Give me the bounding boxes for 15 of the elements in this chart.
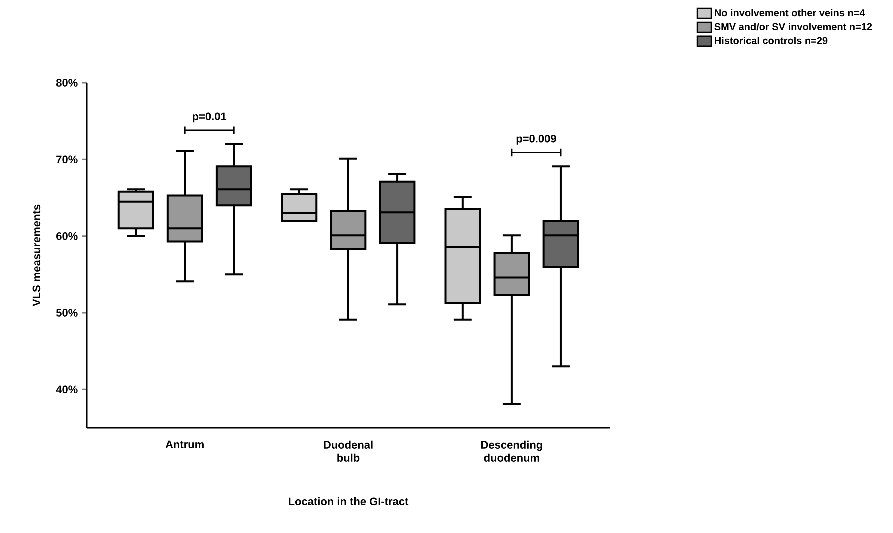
legend-label: Historical controls n=29 [715,37,828,44]
annotation: p=0.01 [193,112,227,123]
x-axis-title: Location in the GI-tract [289,497,409,506]
legend-label: No involvement other veins n=4 [715,9,866,17]
y-axis-title: VLS measurements [32,204,41,306]
x-tick-label: Duodenal bulb [324,440,373,462]
y-tick-label: 80% [56,79,78,87]
y-tick-label: 50% [56,309,78,317]
x-tick-label: Antrum [166,440,204,449]
y-tick-label: 70% [56,156,78,164]
y-tick-label: 40% [56,386,78,394]
annotation: p=0.009 [516,134,556,145]
legend-label: SMV and/or SV involvement n=12 [714,23,872,31]
x-tick-label: Descending duodenum [482,440,542,462]
y-tick-label: 60% [56,232,78,240]
